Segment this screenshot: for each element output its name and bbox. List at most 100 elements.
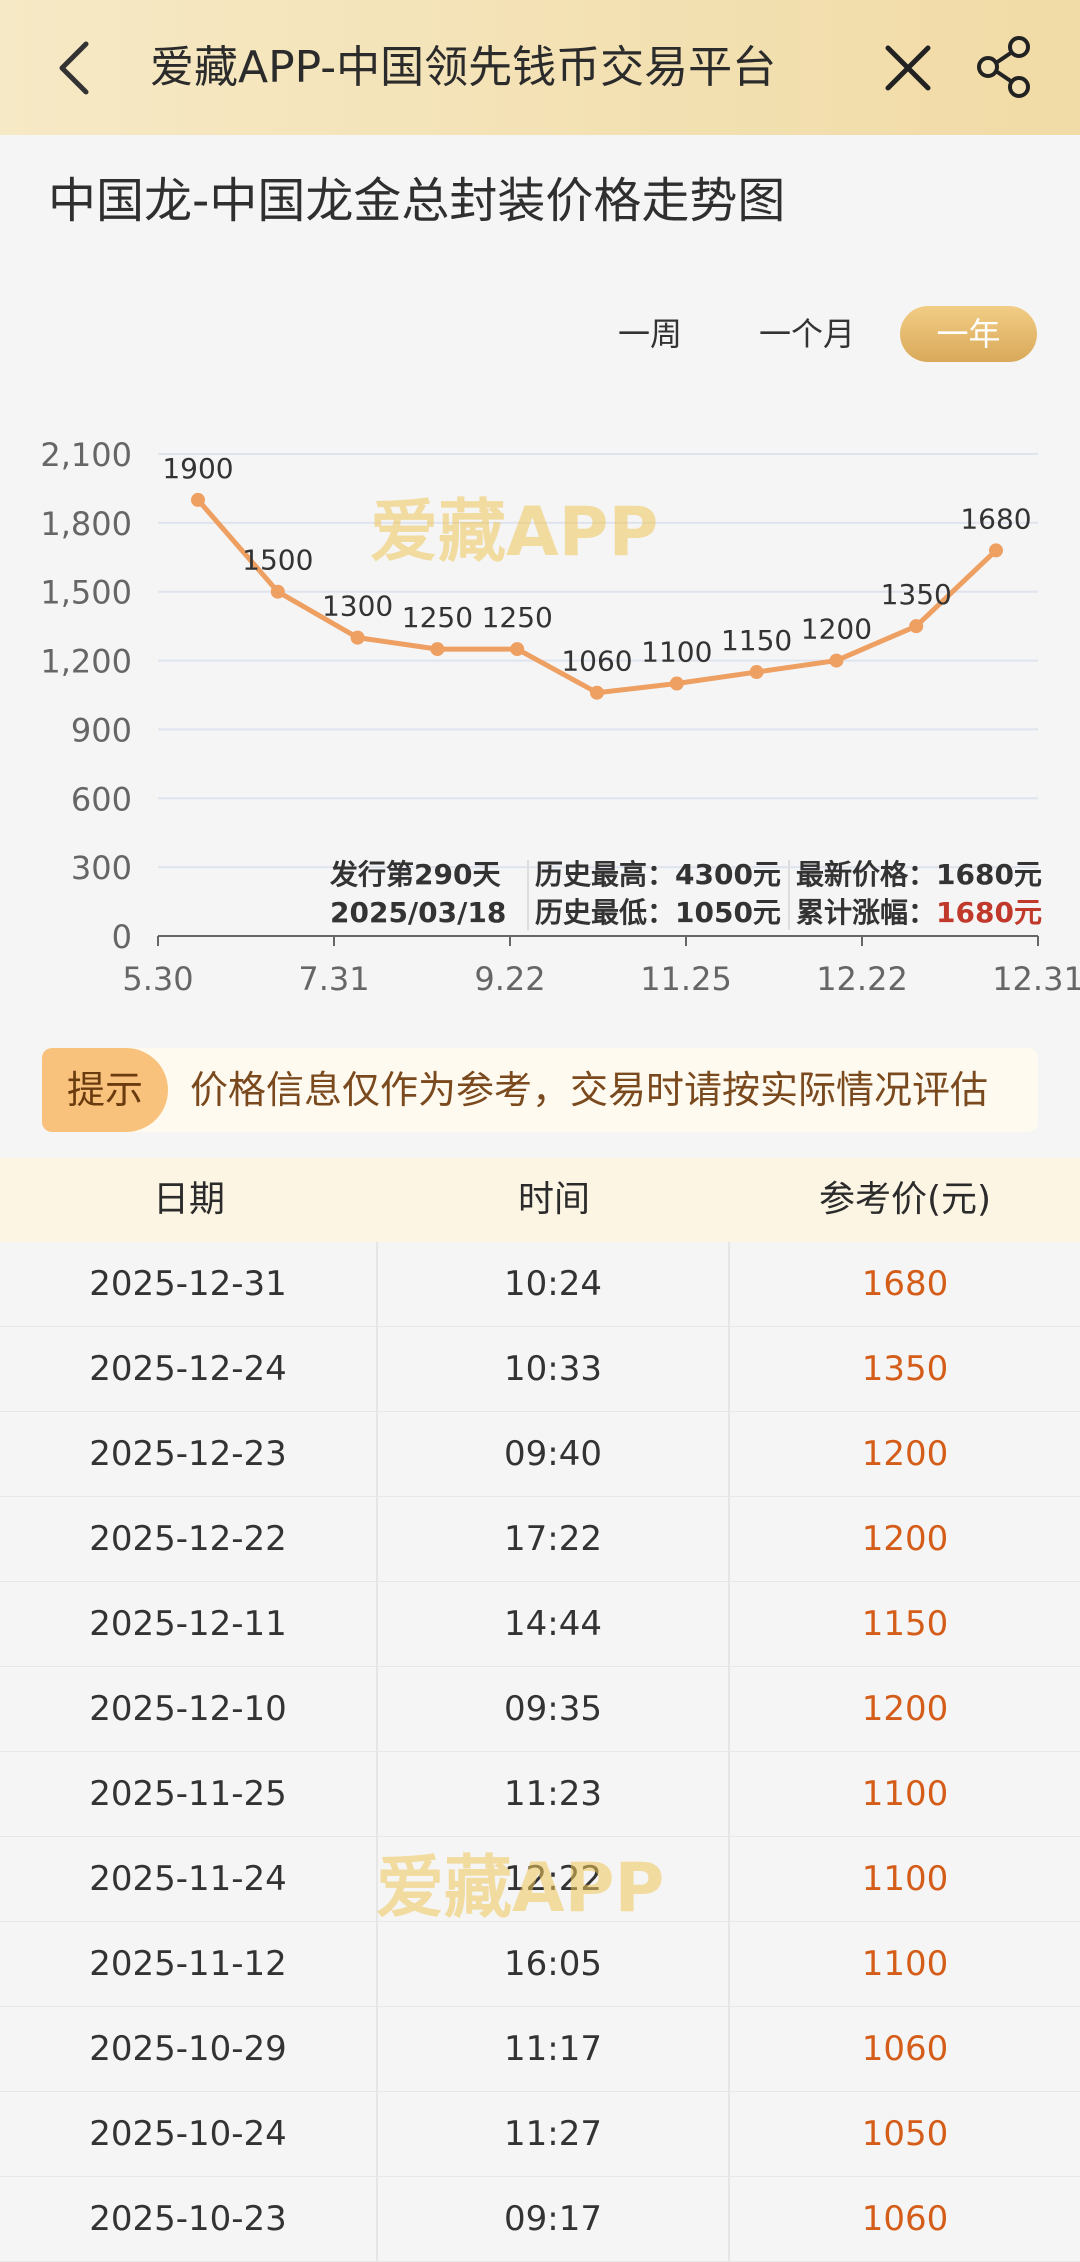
data-point: [829, 653, 844, 668]
data-point: [989, 543, 1003, 558]
date-cell: 2025-12-31: [0, 1242, 378, 1326]
tab-year[interactable]: 一年: [900, 306, 1037, 362]
data-label: 1500: [242, 544, 313, 577]
x-tick-label: 5.30: [122, 960, 193, 998]
time-cell: 17:22: [378, 1497, 730, 1581]
cumulative-change-value: 1680元: [936, 896, 1042, 929]
page-title: 中国龙-中国龙金总封装价格走势图: [48, 173, 786, 229]
tab-month[interactable]: 一个月: [758, 315, 855, 353]
table-row: 2025-12-31 10:24 1680: [0, 1242, 1080, 1327]
table-header: 日期 时间 参考价(元): [0, 1158, 1080, 1242]
tab-week[interactable]: 一周: [617, 315, 682, 353]
data-label: 1060: [561, 645, 632, 678]
price-cell: 1060: [861, 2029, 949, 2069]
table-row: 2025-12-24 10:33 1350: [0, 1327, 1080, 1412]
app-title: 爱藏APP-中国领先钱币交易平台: [150, 42, 777, 93]
table-row: 2025-10-29 11:17 1060: [0, 2007, 1080, 2092]
data-point: [510, 642, 525, 657]
date-cell: 2025-11-12: [0, 1922, 378, 2006]
divider: [788, 860, 790, 930]
y-tick-label: 1,200: [40, 643, 132, 681]
time-cell: 09:17: [378, 2177, 730, 2261]
data-point: [191, 492, 205, 507]
price-cell: 1200: [861, 1519, 949, 1559]
data-point: [430, 642, 445, 657]
y-tick-label: 900: [71, 711, 132, 749]
issue-date: 2025/03/18: [330, 896, 507, 929]
table-row: 2025-12-22 17:22 1200: [0, 1497, 1080, 1582]
price-cell: 1100: [861, 1944, 949, 1984]
column-header-price: 参考价(元): [818, 1179, 992, 1220]
price-cell: 1350: [861, 1349, 949, 1389]
data-label: 1350: [881, 578, 952, 611]
date-cell: 2025-12-22: [0, 1497, 378, 1581]
price-cell: 1100: [861, 1774, 949, 1814]
history-high: 历史最高：4300元: [535, 858, 781, 891]
data-point: [350, 630, 365, 645]
data-label: 1250: [402, 601, 473, 634]
latest-price: 最新价格：1680元: [796, 858, 1042, 891]
y-tick-label: 1,500: [40, 574, 132, 612]
date-cell: 2025-11-24: [0, 1837, 378, 1921]
data-label: 1100: [641, 636, 712, 669]
date-cell: 2025-11-25: [0, 1752, 378, 1836]
table-row: 2025-11-25 11:23 1100: [0, 1752, 1080, 1837]
date-cell: 2025-12-24: [0, 1327, 378, 1411]
table-row: 2025-12-23 09:40 1200: [0, 1412, 1080, 1497]
stats-latest: 最新价格：1680元 累计涨幅：1680元: [796, 856, 1042, 932]
table-row: 2025-12-11 14:44 1150: [0, 1582, 1080, 1667]
back-icon[interactable]: [48, 36, 108, 100]
x-tick-label: 7.31: [298, 960, 369, 998]
data-label: 1200: [801, 613, 872, 646]
data-point: [749, 665, 764, 680]
price-cell: 1680: [861, 1264, 949, 1304]
date-cell: 2025-10-29: [0, 2007, 378, 2091]
date-cell: 2025-10-24: [0, 2092, 378, 2176]
table-row: 2025-11-24 12:22 1100: [0, 1837, 1080, 1922]
column-header-time: 时间: [517, 1179, 590, 1220]
x-tick-label: 12.22: [816, 960, 908, 998]
time-cell: 11:27: [378, 2092, 730, 2176]
price-table: 2025-12-31 10:24 1680 2025-12-24 10:33 1350 20…: [0, 1242, 1080, 2262]
time-cell: 12:22: [378, 1837, 730, 1921]
issue-day: 发行第290天: [330, 858, 501, 891]
price-cell: 1200: [861, 1689, 949, 1729]
table-row: 2025-11-12 16:05 1100: [0, 1922, 1080, 2007]
close-icon[interactable]: [880, 40, 936, 96]
date-cell: 2025-10-23: [0, 2177, 378, 2261]
price-cell: 1060: [861, 2199, 949, 2239]
y-tick-label: 300: [71, 849, 132, 887]
divider: [527, 860, 529, 930]
price-cell: 1200: [861, 1434, 949, 1474]
x-tick-label: 12.31: [992, 960, 1080, 998]
data-label: 1300: [322, 590, 393, 623]
price-cell: 1050: [861, 2114, 949, 2154]
stats-history: 历史最高：4300元 历史最低：1050元: [535, 856, 781, 932]
price-cell: 1100: [861, 1859, 949, 1899]
date-cell: 2025-12-10: [0, 1667, 378, 1751]
stats-issue: 发行第290天 2025/03/18: [330, 856, 506, 932]
column-header-date: 日期: [152, 1179, 225, 1220]
price-cell: 1150: [861, 1604, 949, 1644]
data-label: 1150: [721, 624, 792, 657]
cumulative-change: 累计涨幅：1680元: [796, 894, 1042, 932]
x-tick-label: 11.25: [640, 960, 732, 998]
data-label: 1900: [162, 452, 233, 485]
y-tick-label: 600: [71, 780, 132, 818]
data-point: [909, 619, 924, 634]
time-cell: 14:44: [378, 1582, 730, 1666]
data-label: 1680: [960, 502, 1031, 535]
share-icon[interactable]: [972, 34, 1036, 100]
time-cell: 11:23: [378, 1752, 730, 1836]
y-tick-label: 2,100: [40, 436, 132, 474]
y-tick-label: 0: [112, 918, 132, 956]
data-label: 1250: [482, 601, 553, 634]
time-cell: 11:17: [378, 2007, 730, 2091]
y-tick-label: 1,800: [40, 505, 132, 543]
time-cell: 16:05: [378, 1922, 730, 2006]
price-trend-chart: 0 300 600 900 1,200 1,500 1,800 2,100 5.30 7.31 9.…: [40, 436, 1080, 998]
table-row: 2025-10-23 09:17 1060: [0, 2177, 1080, 2262]
time-cell: 10:24: [378, 1242, 730, 1326]
notice-banner: 提示 价格信息仅作为参考，交易时请按实际情况评估: [42, 1048, 1038, 1132]
history-low: 历史最低：1050元: [535, 896, 781, 929]
